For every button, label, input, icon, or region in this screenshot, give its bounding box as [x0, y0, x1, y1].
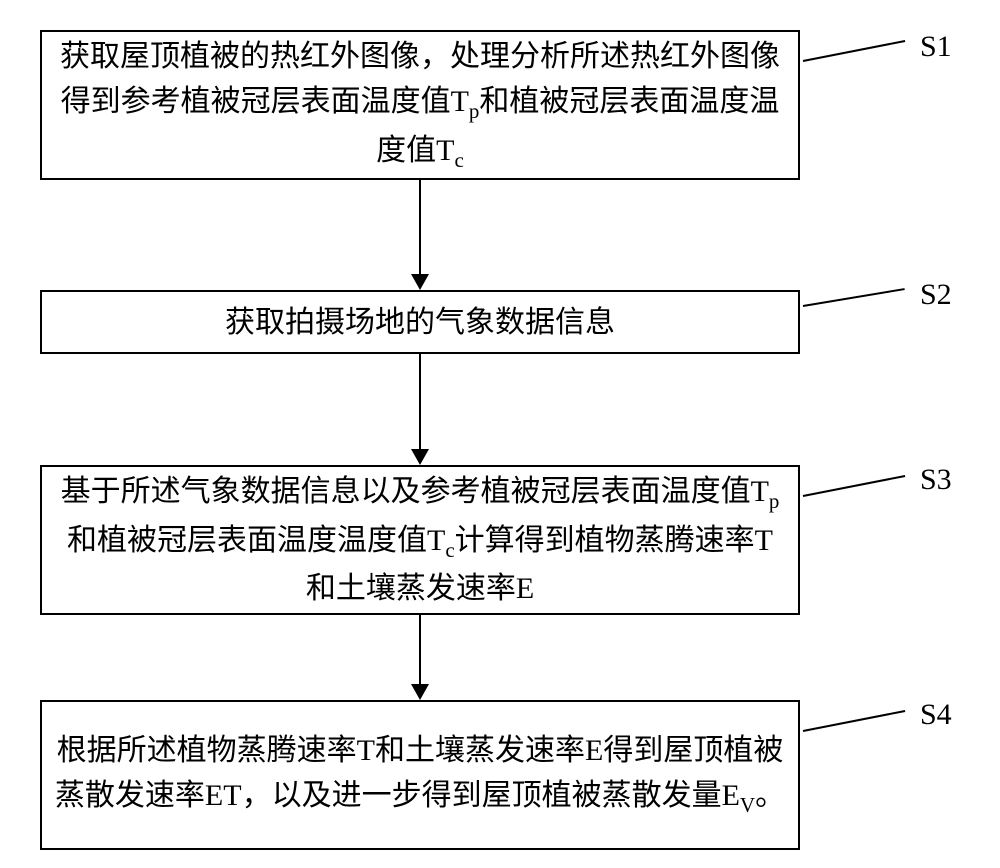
- flow-step-s2: 获取拍摄场地的气象数据信息: [40, 290, 800, 354]
- flow-step-label-s4: S4: [920, 698, 952, 732]
- flow-step-label-s2: S2: [920, 278, 952, 312]
- flow-step-label-s1: S1: [920, 30, 952, 64]
- arrow-shaft: [419, 615, 421, 684]
- flow-step-text: 获取拍摄场地的气象数据信息: [225, 300, 615, 345]
- flow-step-label-s3: S3: [920, 463, 952, 497]
- flow-step-text: 根据所述植物蒸腾速率T和土壤蒸发速率E得到屋顶植被蒸散发速率ET，以及进一步得到…: [54, 728, 786, 822]
- arrow-head-icon: [411, 684, 429, 700]
- flow-step-s3: 基于所述气象数据信息以及参考植被冠层表面温度值Tp和植被冠层表面温度温度值Tc计…: [40, 465, 800, 615]
- flowchart-canvas: 获取屋顶植被的热红外图像，处理分析所述热红外图像得到参考植被冠层表面温度值Tp和…: [0, 0, 1000, 868]
- arrow-shaft: [419, 354, 421, 449]
- arrow-shaft: [419, 180, 421, 274]
- flow-step-s1: 获取屋顶植被的热红外图像，处理分析所述热红外图像得到参考植被冠层表面温度值Tp和…: [40, 30, 800, 180]
- flow-step-text: 基于所述气象数据信息以及参考植被冠层表面温度值Tp和植被冠层表面温度温度值Tc计…: [54, 469, 786, 611]
- leader-line: [803, 288, 905, 307]
- leader-line: [803, 710, 905, 732]
- leader-line: [803, 40, 905, 62]
- flow-step-s4: 根据所述植物蒸腾速率T和土壤蒸发速率E得到屋顶植被蒸散发速率ET，以及进一步得到…: [40, 700, 800, 850]
- arrow-head-icon: [411, 274, 429, 290]
- leader-line: [803, 475, 905, 497]
- arrow-head-icon: [411, 449, 429, 465]
- flow-step-text: 获取屋顶植被的热红外图像，处理分析所述热红外图像得到参考植被冠层表面温度值Tp和…: [54, 34, 786, 176]
